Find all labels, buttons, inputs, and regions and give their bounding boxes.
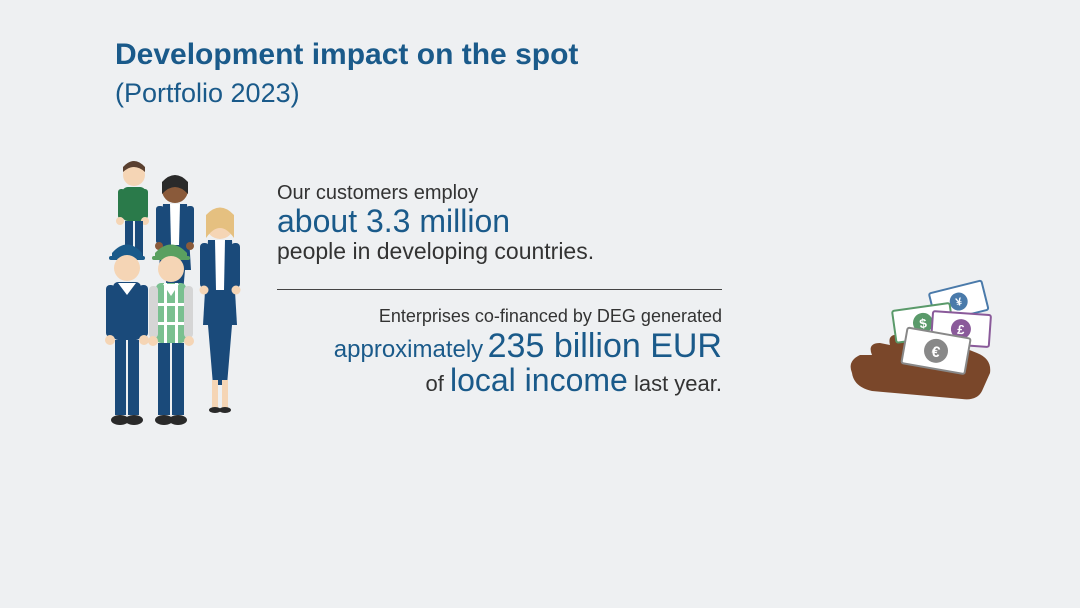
stat-income: Enterprises co-financed by DEG generated… xyxy=(277,306,722,399)
stat2-approx: approximately xyxy=(334,336,483,363)
divider xyxy=(277,289,722,290)
stat2-highlight: approximately 235 billion EUR xyxy=(277,327,722,366)
stat2-post: of local income last year. xyxy=(277,362,722,399)
stat1-highlight: about 3.3 million xyxy=(277,203,722,240)
stat2-post-pre: of xyxy=(425,371,443,396)
stat-employment: Our customers employ about 3.3 million p… xyxy=(277,182,722,265)
page-subtitle: (Portfolio 2023) xyxy=(115,78,300,109)
stat1-post: people in developing countries. xyxy=(277,238,722,265)
stat1-pre: Our customers employ xyxy=(277,182,722,205)
stat2-post-post: last year. xyxy=(634,371,722,396)
stat2-value: 235 billion EUR xyxy=(488,327,722,365)
people-icon xyxy=(95,150,265,450)
stat2-pre: Enterprises co-financed by DEG generated xyxy=(277,306,722,327)
page-title: Development impact on the spot xyxy=(115,38,578,72)
money-icon: ¥ $ £ € xyxy=(842,273,1007,403)
stat2-emph: local income xyxy=(450,362,628,398)
